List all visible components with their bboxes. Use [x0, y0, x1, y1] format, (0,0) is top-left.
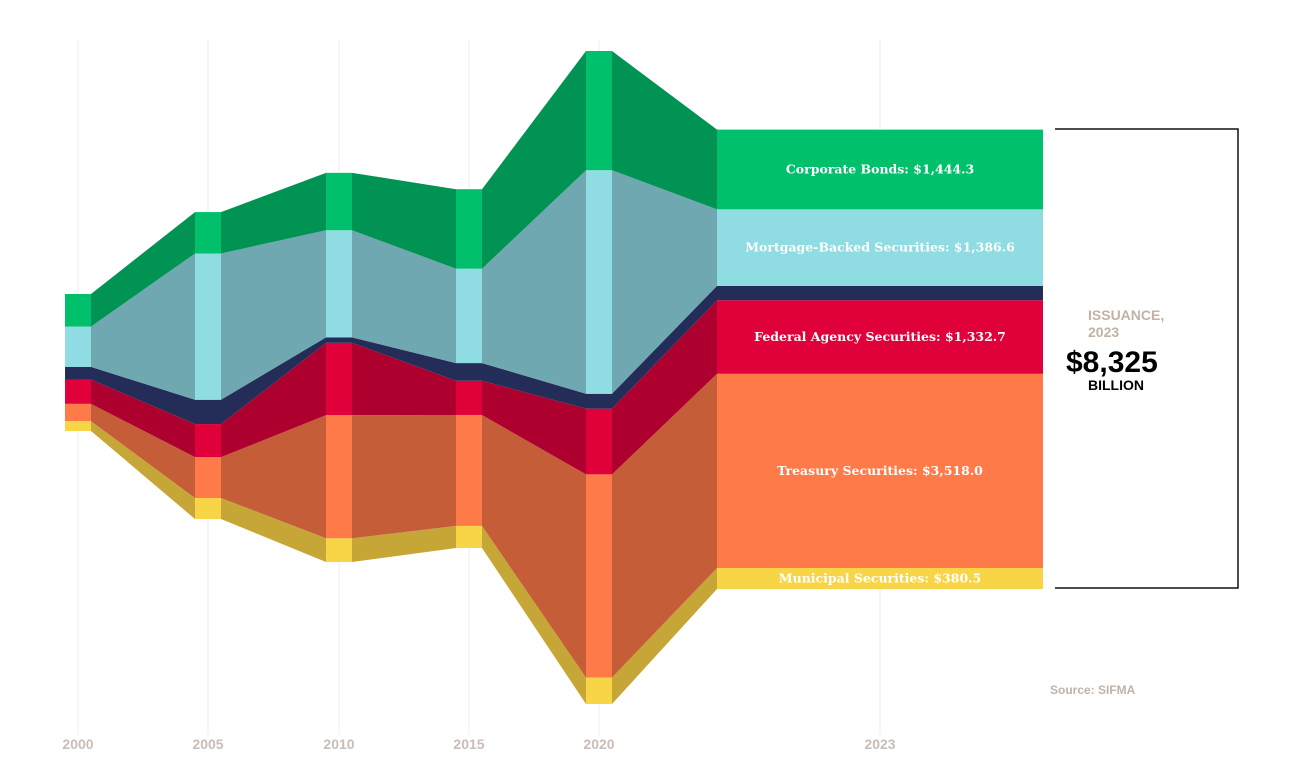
bar-asset-backed-securities-2000	[65, 366, 91, 380]
bar-mortgage-backed-securities-2023	[717, 209, 1043, 286]
label-federal-agency-securities: Federal Agency Securities: $1,332.7	[754, 329, 1006, 344]
flow-corporate-bonds-2015	[482, 50, 586, 269]
tick-2015: 2015	[453, 736, 484, 752]
label-corporate-bonds: Corporate Bonds: $1,444.3	[786, 161, 974, 176]
flow-municipal-securities-2005	[221, 498, 326, 562]
total-unit: BILLION	[1088, 377, 1144, 393]
total-value: $8,325	[1066, 346, 1158, 379]
total-bracket	[1055, 128, 1239, 589]
bar-treasury-securities-2020	[586, 474, 612, 678]
bar-corporate-bonds-2005	[195, 212, 221, 254]
flow-asset-backed-securities-2020	[612, 285, 717, 409]
bar-municipal-securities-2015	[456, 525, 482, 548]
bar-treasury-securities-2005	[195, 457, 221, 499]
bar-corporate-bonds-2023	[717, 129, 1043, 210]
bar-municipal-securities-2010	[326, 538, 352, 562]
tick-2000: 2000	[62, 736, 93, 752]
bar-corporate-bonds-2020	[586, 50, 612, 171]
flow-federal-agency-securities-2005	[221, 342, 326, 458]
bar-corporate-bonds-2015	[456, 189, 482, 269]
bar-mortgage-backed-securities-2005	[195, 253, 221, 400]
bar-mortgage-backed-securities-2010	[326, 230, 352, 338]
flow-federal-agency-securities-2015	[482, 380, 586, 475]
bar-federal-agency-securities-2023	[717, 300, 1043, 374]
bar-federal-agency-securities-2020	[586, 408, 612, 475]
total-caption-line1: ISSUANCE,	[1088, 307, 1164, 323]
total-caption-line2: 2023	[1088, 324, 1119, 340]
flow-corporate-bonds-2005	[221, 172, 326, 254]
flow-mortgage-backed-securities-2005	[221, 230, 326, 400]
label-municipal-securities: Municipal Securities: $380.5	[779, 570, 981, 585]
flow-mortgage-backed-securities-2000	[91, 253, 195, 400]
source-note: Source: SIFMA	[1050, 683, 1136, 697]
flow-federal-agency-securities-2000	[91, 379, 195, 458]
flow-corporate-bonds-2020	[612, 50, 717, 210]
flow-asset-backed-securities-2005	[221, 337, 326, 425]
bar-federal-agency-securities-2010	[326, 342, 352, 416]
total-annotation: ISSUANCE, 2023 $8,325 BILLION	[1055, 128, 1239, 589]
label-mortgage-backed-securities: Mortgage-Backed Securities: $1,386.6	[745, 240, 1015, 255]
bar-federal-agency-securities-2000	[65, 379, 91, 404]
bar-treasury-securities-2010	[326, 415, 352, 539]
bar-asset-backed-securities-2015	[456, 363, 482, 381]
flow-treasury-securities-2010	[352, 414, 456, 539]
bar-treasury-securities-2023	[717, 373, 1043, 568]
bar-asset-backed-securities-2005	[195, 399, 221, 425]
bar-mortgage-backed-securities-2000	[65, 326, 91, 367]
bar-mortgage-backed-securities-2020	[586, 170, 612, 394]
bar-treasury-securities-2015	[456, 414, 482, 526]
bar-municipal-securities-2005	[195, 498, 221, 519]
bar-treasury-securities-2000	[65, 403, 91, 422]
bar-asset-backed-securities-2010	[326, 337, 352, 343]
flow-treasury-securities-2015	[482, 414, 586, 678]
flow-municipal-securities-2000	[91, 421, 195, 519]
flow-asset-backed-securities-2015	[482, 363, 586, 409]
flow-treasury-securities-2000	[91, 403, 195, 499]
bar-municipal-securities-2023	[717, 567, 1043, 589]
label-treasury-securities: Treasury Securities: $3,518.0	[777, 463, 983, 478]
flow-federal-agency-securities-2010	[352, 342, 456, 416]
flow-municipal-securities-2010	[352, 525, 456, 562]
bar-corporate-bonds-2010	[326, 172, 352, 231]
flow-corporate-bonds-2010	[352, 172, 456, 269]
bar-corporate-bonds-2000	[65, 293, 91, 327]
tick-2023: 2023	[864, 736, 895, 752]
bar-mortgage-backed-securities-2015	[456, 268, 482, 364]
year-bars	[65, 50, 1043, 704]
bar-asset-backed-securities-2023	[717, 285, 1043, 301]
tick-2010: 2010	[323, 736, 354, 752]
flow-treasury-securities-2005	[221, 415, 326, 539]
x-axis-ticks: 2000 2005 2010 2015 2020 2023	[62, 736, 895, 752]
flow-federal-agency-securities-2020	[612, 300, 717, 475]
bar-federal-agency-securities-2005	[195, 424, 221, 458]
bar-municipal-securities-2000	[65, 421, 91, 431]
tick-2020: 2020	[583, 736, 614, 752]
flow-mortgage-backed-securities-2010	[352, 230, 456, 364]
flow-treasury-securities-2020	[612, 373, 717, 678]
bar-federal-agency-securities-2015	[456, 380, 482, 415]
flow-asset-backed-securities-2000	[91, 366, 195, 425]
segment-labels: Municipal Securities: $380.5 Treasury Sec…	[745, 161, 1015, 585]
flow-municipal-securities-2020	[612, 567, 717, 704]
flow-mortgage-backed-securities-2020	[612, 170, 717, 394]
tick-2005: 2005	[192, 736, 223, 752]
flow-municipal-securities-2015	[482, 525, 586, 704]
flow-mortgage-backed-securities-2015	[482, 170, 586, 394]
bar-municipal-securities-2020	[586, 677, 612, 704]
flow-corporate-bonds-2000	[91, 212, 195, 327]
bar-asset-backed-securities-2020	[586, 393, 612, 409]
flow-asset-backed-securities-2010	[352, 337, 456, 381]
flow-bands	[91, 50, 717, 704]
